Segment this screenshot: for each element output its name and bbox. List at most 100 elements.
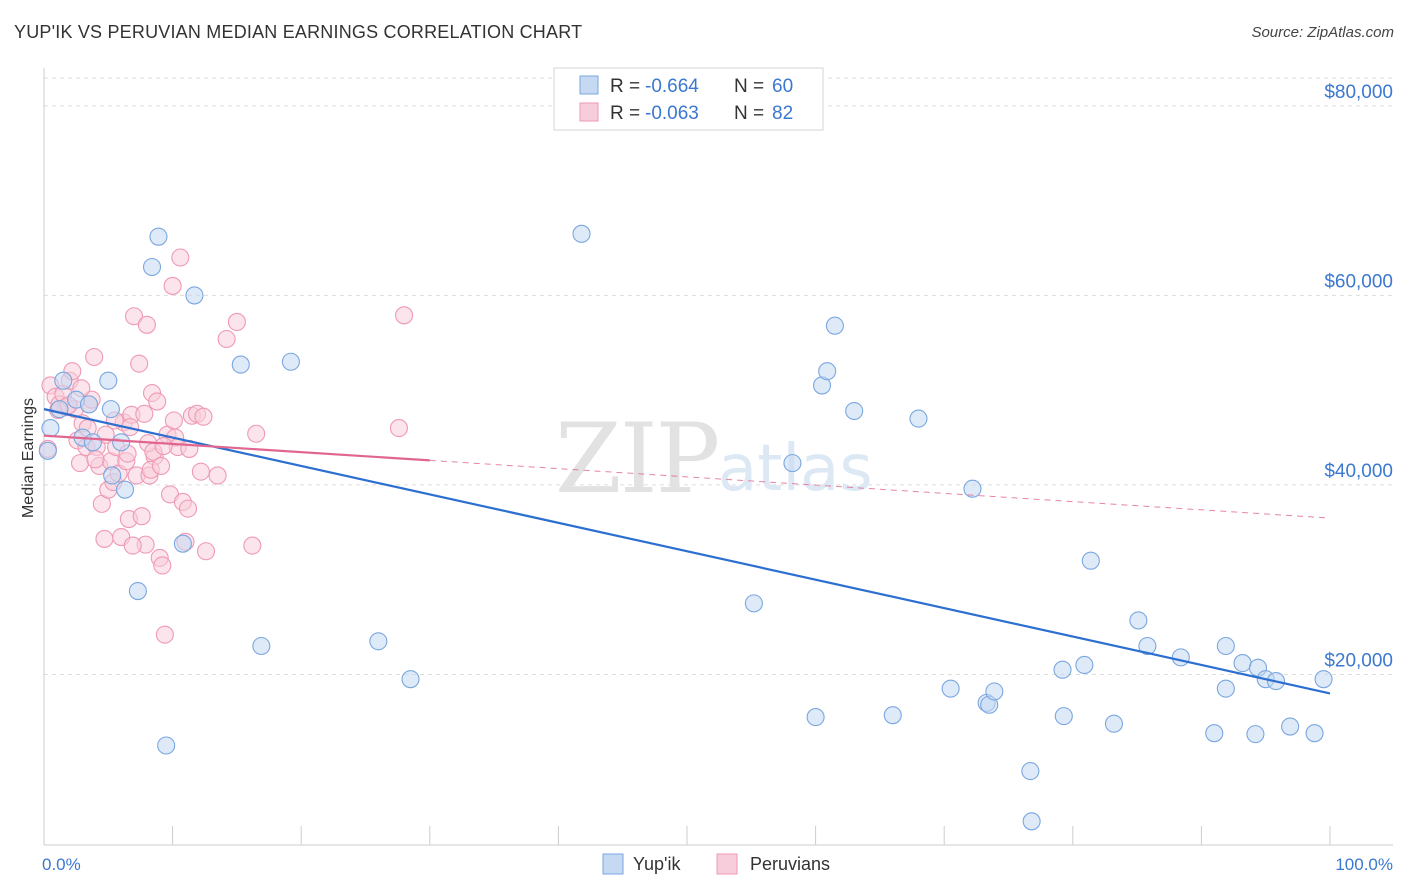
peruvians-point	[243, 536, 262, 555]
yupik-point	[231, 355, 250, 374]
yupik-point	[1314, 670, 1333, 689]
yupik-point	[1171, 648, 1190, 667]
x-tick-label-min: 0.0%	[42, 855, 81, 874]
yupik-point	[909, 409, 928, 428]
yupik-point	[50, 400, 69, 419]
yupik-point	[128, 582, 147, 601]
bottom-legend-label-yupik: Yup'ik	[633, 854, 681, 874]
legend-r-value-peruvians: -0.063	[645, 103, 699, 124]
legend-n-label-yupik: N =	[734, 76, 764, 97]
yupik-point	[845, 401, 864, 421]
x-tick-label-max: 100.0%	[1335, 855, 1393, 874]
peruvians-point	[70, 454, 90, 473]
y-tick-label: $60,000	[1324, 271, 1393, 292]
yupik-point	[1138, 636, 1157, 656]
source-credit: Source: ZipAtlas.com	[1251, 24, 1394, 41]
yupik-point	[401, 670, 420, 689]
yupik-point	[1053, 660, 1072, 679]
yupik-point	[1246, 725, 1265, 744]
yupik-point	[83, 433, 102, 452]
peruvians-point	[95, 529, 114, 548]
peruvians-point	[171, 248, 190, 267]
peruvians-point	[395, 306, 414, 325]
yupik-point	[1216, 636, 1235, 656]
peruvians-point	[85, 347, 104, 367]
peruvians-point	[130, 354, 149, 373]
peruvians-point	[194, 407, 213, 426]
yupik-point	[142, 257, 162, 277]
legend-swatch-peruvians	[579, 102, 599, 122]
trend-lines	[43, 408, 1331, 695]
legend-r-value-yupik: -0.664	[645, 76, 699, 97]
legend-swatch-yupik	[579, 75, 599, 95]
yupik-point	[112, 433, 131, 452]
peruvians-point	[196, 542, 216, 561]
peruvians-point	[178, 499, 198, 518]
peruvians-trend-line-projection	[429, 459, 1331, 519]
peruvians-point	[164, 411, 183, 430]
yupik-point	[281, 352, 300, 371]
peruvians-point	[208, 466, 227, 485]
chart-title: YUP'IK VS PERUVIAN MEDIAN EARNINGS CORRE…	[14, 22, 583, 42]
yupik-trend-line	[43, 408, 1331, 695]
peruvians-point	[153, 556, 172, 575]
peruvians-point	[151, 456, 171, 476]
yupik-point	[173, 534, 192, 553]
yupik-point	[818, 362, 837, 381]
yupik-point	[1233, 654, 1252, 673]
yupik-point	[941, 679, 960, 698]
peruvians-point	[135, 404, 154, 423]
yupik-point	[985, 682, 1004, 701]
y-tick-label: $40,000	[1324, 461, 1393, 482]
peruvians-point	[124, 307, 144, 326]
yupik-point	[783, 454, 802, 473]
yupik-point	[963, 479, 982, 498]
legend-n-value-yupik: 60	[772, 76, 793, 97]
y-axis-title: Median Earnings	[20, 398, 37, 518]
yupik-point	[99, 371, 118, 390]
yupik-point	[1104, 714, 1124, 733]
yupik-point	[1081, 551, 1100, 570]
bottom-legend-label-peruvians: Peruvians	[750, 854, 830, 874]
y-tick-label: $80,000	[1324, 82, 1393, 103]
y-tick-label: $20,000	[1324, 650, 1393, 671]
peruvians-point	[163, 276, 182, 295]
yupik-point	[1305, 724, 1324, 743]
yupik-point	[1216, 679, 1235, 698]
y-tick-labels: $20,000 $40,000 $60,000 $80,000	[1324, 82, 1393, 672]
yupik-point	[54, 371, 73, 390]
legend-r-label-peruvians: R =	[610, 103, 640, 124]
yupik-point	[744, 594, 763, 613]
yupik-point	[101, 400, 120, 419]
peruvians-point	[155, 625, 174, 644]
peruvians-point	[137, 315, 156, 334]
peruvians-point	[247, 424, 266, 443]
peruvians-point	[191, 462, 210, 481]
series-legend: Yup'ik Peruvians	[602, 853, 830, 875]
bottom-legend-swatch-yupik	[602, 853, 624, 875]
stats-legend: R = -0.664 N = 60 R = -0.063 N = 82	[553, 67, 824, 131]
yupik-point	[1281, 717, 1300, 736]
x-ticks	[43, 826, 1331, 845]
legend-n-value-peruvians: 82	[772, 103, 793, 124]
peruvians-point	[123, 536, 142, 555]
yupik-point	[41, 419, 60, 438]
legend-n-label-peruvians: N =	[734, 103, 764, 124]
peruvians-point	[86, 450, 105, 469]
yupik-point	[1021, 762, 1040, 781]
peruvians-point	[227, 312, 246, 331]
yupik-point	[115, 480, 135, 499]
bottom-legend-swatch-peruvians	[716, 853, 738, 875]
grid-lines	[44, 77, 1393, 675]
legend-r-label-yupik: R =	[610, 76, 640, 97]
peruvians-point	[389, 419, 408, 438]
yupik-point	[1205, 724, 1224, 743]
yupik-point	[79, 395, 99, 414]
yupik-point	[1022, 812, 1041, 831]
yupik-point	[1129, 611, 1148, 630]
yupik-point	[806, 708, 825, 727]
peruvians-point	[154, 437, 173, 456]
peruvians-trend-line	[43, 434, 430, 462]
yupik-point	[185, 286, 204, 305]
